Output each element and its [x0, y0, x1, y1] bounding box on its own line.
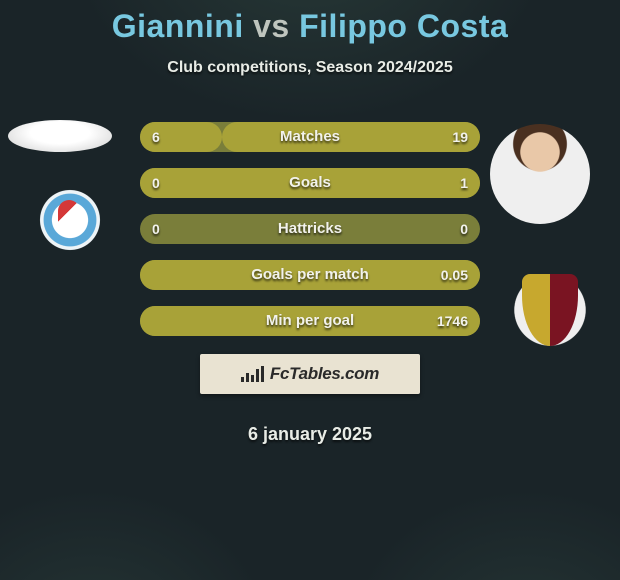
stat-row: Goals per match0.05	[140, 260, 480, 290]
stat-value-right: 0.05	[441, 260, 468, 290]
stat-value-right: 1746	[437, 306, 468, 336]
stat-label: Hattricks	[140, 214, 480, 244]
stat-row: Hattricks0 0	[140, 214, 480, 244]
page-title: Giannini vs Filippo Costa	[0, 0, 620, 45]
stat-value-left: 0	[152, 168, 160, 198]
title-player2: Filippo Costa	[299, 8, 508, 44]
stat-value-right: 0	[460, 214, 468, 244]
stat-label: Min per goal	[140, 306, 480, 336]
stat-label: Matches	[140, 122, 480, 152]
title-player1: Giannini	[112, 8, 244, 44]
player1-avatar	[8, 120, 112, 152]
comparison-card: Giannini vs Filippo Costa Club competiti…	[0, 0, 620, 580]
stat-value-right: 19	[452, 122, 468, 152]
stat-label: Goals per match	[140, 260, 480, 290]
brand-text: FcTables.com	[270, 364, 379, 384]
stat-value-left: 6	[152, 122, 160, 152]
brand-bars-icon	[241, 366, 264, 382]
date: 6 january 2025	[0, 424, 620, 445]
title-vs: vs	[253, 8, 290, 44]
player1-club-crest	[28, 178, 112, 262]
player2-avatar	[490, 124, 590, 224]
stat-row: Min per goal1746	[140, 306, 480, 336]
stat-row: Matches6 19	[140, 122, 480, 152]
stat-value-left: 0	[152, 214, 160, 244]
stat-row: Goals0 1	[140, 168, 480, 198]
stats-list: Matches619Goals01Hattricks00Goals per ma…	[140, 122, 480, 352]
brand-badge: FcTables.com	[200, 354, 420, 394]
stat-label: Goals	[140, 168, 480, 198]
subtitle: Club competitions, Season 2024/2025	[0, 59, 620, 77]
player2-club-crest	[500, 260, 600, 360]
stat-value-right: 1	[460, 168, 468, 198]
